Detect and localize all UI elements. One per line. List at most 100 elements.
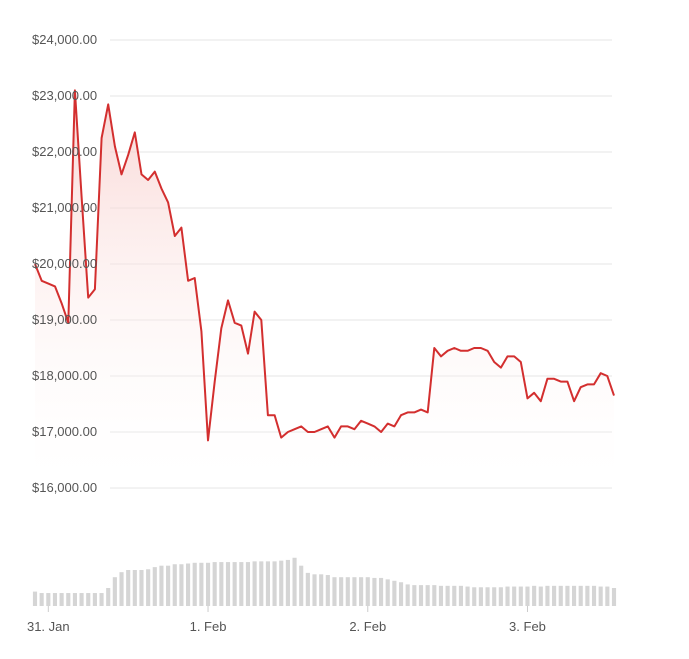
volume-bar <box>426 585 430 606</box>
volume-bar <box>599 587 603 606</box>
volume-bar <box>239 562 243 606</box>
volume-bar <box>326 575 330 606</box>
volume-bar <box>485 587 489 606</box>
volume-bar <box>432 585 436 606</box>
volume-bar <box>106 588 110 606</box>
volume-bar <box>266 561 270 606</box>
y-tick-label: $22,000.00 <box>32 144 97 159</box>
volume-bar <box>532 586 536 606</box>
volume-bar <box>146 569 150 606</box>
volume-bar <box>446 586 450 606</box>
y-tick-label: $18,000.00 <box>32 368 97 383</box>
volume-bar <box>233 562 237 606</box>
volume-bar <box>139 570 143 606</box>
volume-bar <box>592 586 596 606</box>
volume-bar <box>166 566 170 606</box>
volume-bar <box>299 566 303 606</box>
volume-bar <box>552 586 556 606</box>
volume-bar <box>352 577 356 606</box>
y-tick-label: $20,000.00 <box>32 256 97 271</box>
y-tick-label: $23,000.00 <box>32 88 97 103</box>
y-tick-label: $21,000.00 <box>32 200 97 215</box>
volume-bar <box>339 577 343 606</box>
x-axis-labels: 31. Jan 1. Feb 2. Feb 3. Feb <box>27 606 546 634</box>
volume-bar <box>459 586 463 606</box>
volume-bar <box>246 562 250 606</box>
x-tick-label: 2. Feb <box>349 619 386 634</box>
volume-bar <box>332 577 336 606</box>
volume-bar <box>60 593 64 606</box>
volume-bar <box>186 564 190 606</box>
volume-bar <box>279 561 283 606</box>
volume-bar <box>259 561 263 606</box>
volume-bar <box>213 562 217 606</box>
volume-bar <box>386 579 390 606</box>
volume-bar <box>419 585 423 606</box>
volume-bar <box>346 577 350 606</box>
y-tick-label: $24,000.00 <box>32 32 97 47</box>
volume-bar <box>452 586 456 606</box>
volume-bar <box>605 587 609 606</box>
volume-bar <box>99 593 103 606</box>
volume-bar <box>93 593 97 606</box>
volume-bar <box>379 578 383 606</box>
volume-bar <box>585 586 589 606</box>
volume-bar <box>399 582 403 606</box>
volume-bar <box>466 587 470 606</box>
volume-bar <box>499 587 503 606</box>
volume-bar <box>199 563 203 606</box>
volume-bar <box>412 585 416 606</box>
volume-bar <box>292 558 296 606</box>
volume-bar <box>46 593 50 606</box>
volume-bar <box>359 577 363 606</box>
y-tick-label: $16,000.00 <box>32 480 97 495</box>
volume-bar <box>406 584 410 606</box>
volume-bar <box>113 577 117 606</box>
volume-bar <box>306 573 310 606</box>
volume-bar <box>525 587 529 606</box>
volume-bar <box>66 593 70 606</box>
volume-bar <box>579 586 583 606</box>
volume-bar <box>173 564 177 606</box>
volume-bar <box>226 562 230 606</box>
volume-bar <box>512 587 516 606</box>
volume-bar <box>492 587 496 606</box>
volume-bar <box>545 586 549 606</box>
volume-bar <box>479 587 483 606</box>
x-tick-label: 3. Feb <box>509 619 546 634</box>
volume-bar <box>73 593 77 606</box>
volume-bar <box>565 586 569 606</box>
volume-bar <box>159 566 163 606</box>
y-tick-label: $19,000.00 <box>32 312 97 327</box>
volume-bar <box>86 593 90 606</box>
volume-bar <box>133 570 137 606</box>
price-area <box>35 90 614 488</box>
volume-bar <box>472 587 476 606</box>
volume-bar <box>153 567 157 606</box>
volume-bar <box>286 560 290 606</box>
volume-bar <box>519 587 523 606</box>
volume-bar <box>319 574 323 606</box>
volume-bar <box>33 592 37 606</box>
x-tick-label: 1. Feb <box>190 619 227 634</box>
volume-bar <box>439 586 443 606</box>
x-tick-label: 31. Jan <box>27 619 70 634</box>
volume-bar <box>253 561 257 606</box>
volume-bar <box>612 588 616 606</box>
volume-bar <box>312 574 316 606</box>
y-axis-labels: $16,000.00 $17,000.00 $18,000.00 $19,000.00… <box>32 32 97 495</box>
volume-bar <box>559 586 563 606</box>
volume-bar <box>539 587 543 606</box>
volume-bars <box>33 558 616 606</box>
volume-bar <box>80 593 84 606</box>
volume-bar <box>119 572 123 606</box>
volume-bar <box>273 561 277 606</box>
volume-bar <box>206 563 210 606</box>
y-tick-label: $17,000.00 <box>32 424 97 439</box>
volume-bar <box>372 578 376 606</box>
volume-bar <box>126 570 130 606</box>
volume-bar <box>219 562 223 606</box>
volume-bar <box>572 586 576 606</box>
